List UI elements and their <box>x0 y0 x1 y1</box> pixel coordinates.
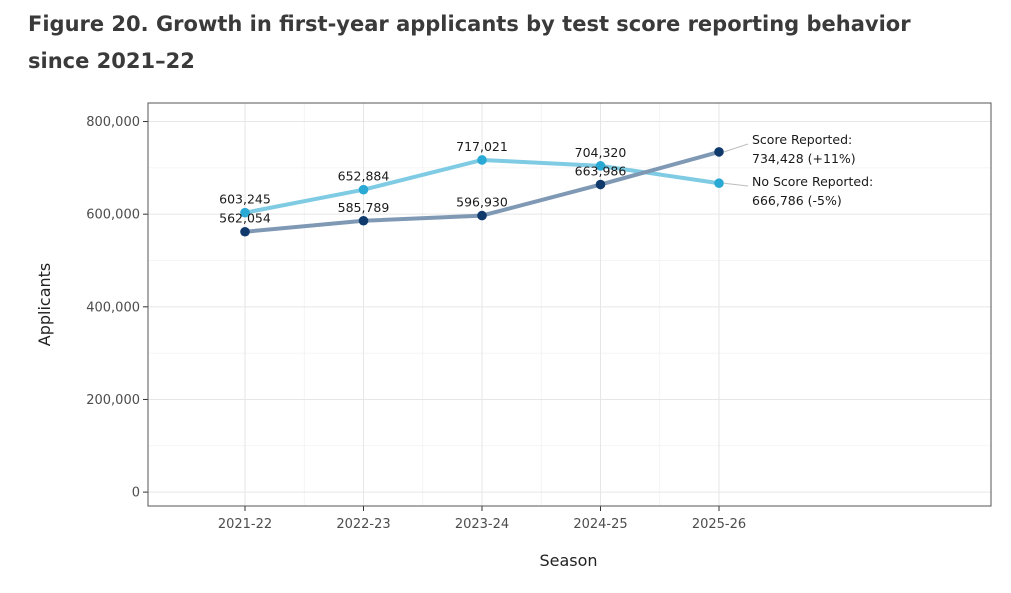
data-label: 562,054 <box>219 211 271 226</box>
y-tick-label: 0 <box>132 486 140 501</box>
end-label: No Score Reported: <box>752 174 873 189</box>
x-tick-label: 2021-22 <box>218 517 272 532</box>
data-label: 652,884 <box>338 169 390 184</box>
data-point-no-score-reported <box>477 155 487 165</box>
end-label: 734,428 (+11%) <box>752 151 856 166</box>
end-label: 666,786 (-5%) <box>752 193 842 208</box>
data-point-score-reported <box>358 215 369 226</box>
leader-line <box>723 143 749 153</box>
data-label: 704,320 <box>575 145 627 160</box>
data-point-score-reported <box>240 226 250 237</box>
x-tick-label: 2022-23 <box>336 517 390 532</box>
data-label: 603,245 <box>219 192 271 207</box>
data-point-score-reported <box>477 210 487 221</box>
data-label: 596,930 <box>456 195 508 210</box>
data-label: 585,789 <box>338 200 390 215</box>
data-point-score-reported <box>595 179 606 190</box>
x-axis-label: Season <box>539 551 597 570</box>
x-tick-label: 2023-24 <box>455 517 509 532</box>
end-label: Score Reported: <box>752 132 852 147</box>
y-tick-label: 400,000 <box>86 300 140 315</box>
y-axis-label: Applicants <box>35 263 54 347</box>
y-tick-label: 800,000 <box>86 115 140 130</box>
x-tick-label: 2025-26 <box>692 517 746 532</box>
data-point-score-reported <box>714 147 724 157</box>
data-label: 717,021 <box>456 139 508 154</box>
figure-title: Figure 20. Growth in first-year applican… <box>28 12 911 73</box>
data-point-no-score-reported <box>595 161 606 171</box>
data-label: 663,986 <box>575 164 627 179</box>
data-point-no-score-reported <box>714 178 724 189</box>
x-tick-label: 2024-25 <box>573 517 627 532</box>
data-point-no-score-reported <box>358 184 369 195</box>
leader-line <box>723 182 749 187</box>
data-point-no-score-reported <box>240 207 250 218</box>
plot-border <box>147 102 992 507</box>
y-tick-label: 200,000 <box>86 393 140 408</box>
y-tick-label: 600,000 <box>86 208 140 223</box>
